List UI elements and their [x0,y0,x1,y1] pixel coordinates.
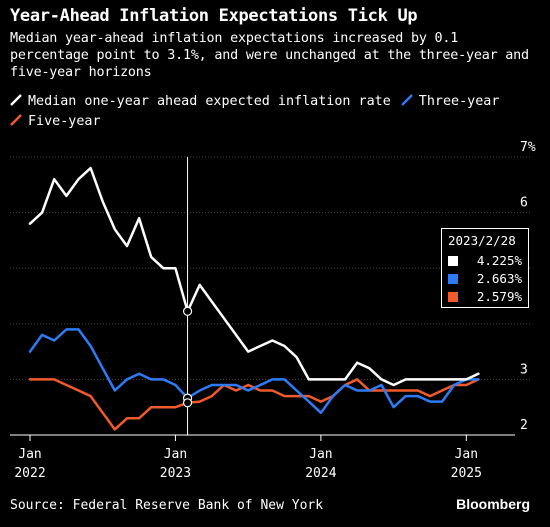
x-tick-label-month: Jan [455,447,478,462]
x-tick-label-year: 2024 [305,466,336,481]
hover-point-2 [182,398,193,408]
tooltip-value-one-year: 4.225% [476,253,522,268]
legend-item-three-year[interactable]: Three-year [400,92,500,112]
x-tick-label-month: Jan [164,447,187,462]
legend-three-year-marker [400,94,413,106]
tooltip-value-three-year: 2.663% [476,271,522,286]
hover-tooltip: 2023/2/28 4.225% 2.663% 2.579% [441,228,529,308]
tooltip-swatch-five-year [448,292,458,302]
y-tick-label: 6 [520,196,528,211]
x-tick-label-year: 2025 [451,466,482,481]
tooltip-value-five-year: 2.579% [476,289,522,304]
tooltip-swatch-one-year [448,256,458,266]
chart-subtitle: Median year-ahead inflation expectations… [10,31,529,80]
source-note: Source: Federal Reserve Bank of New York [10,498,324,513]
bloomberg-logo: Bloomberg [456,496,530,512]
y-tick-label: 3 [520,362,528,377]
series-line-1 [28,328,480,415]
tooltip-date: 2023/2/28 [448,233,516,248]
tooltip-swatch-three-year [448,274,458,284]
legend-five-year-marker [10,114,22,126]
x-tick-label-month: Jan [309,447,332,462]
legend-label-three-year: Three-year [418,94,500,109]
tooltip-row-three-year: 2.663% [448,271,522,287]
series-line-0 [28,166,480,387]
legend: Median one-year ahead expected inflation… [10,92,540,132]
x-tick-label-year: 2022 [14,466,45,481]
y-tick-label: 2 [520,418,528,433]
tooltip-row-one-year: 4.225% [448,253,522,269]
x-tick-label-year: 2023 [160,466,191,481]
tooltip-row-five-year: 2.579% [448,289,522,305]
legend-one-year-marker [10,94,22,106]
x-tick-label-month: Jan [18,447,41,462]
legend-label-one-year: Median one-year ahead expected inflation… [28,94,391,109]
legend-label-five-year: Five-year [28,114,101,129]
legend-item-five-year[interactable]: Five-year [10,112,101,132]
y-tick-label: 7% [520,140,536,155]
hover-point-0 [182,306,193,316]
chart-title: Year-Ahead Inflation Expectations Tick U… [10,6,418,26]
legend-item-one-year[interactable]: Median one-year ahead expected inflation… [10,92,391,112]
